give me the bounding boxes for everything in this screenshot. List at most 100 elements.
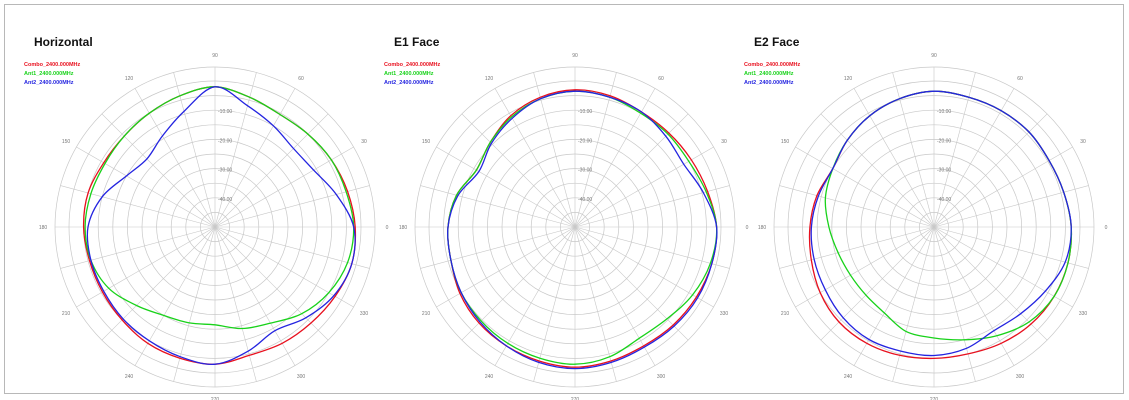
- angle-tick-label: 90: [212, 53, 218, 59]
- grid-spoke: [76, 226, 216, 308]
- grid-spoke: [214, 88, 296, 228]
- chart-title: Horizontal: [34, 35, 93, 49]
- angle-tick-label: 330: [360, 311, 369, 317]
- angle-tick-label: 330: [720, 311, 729, 317]
- grid-spoke: [853, 226, 935, 366]
- angle-tick-label: 30: [721, 139, 727, 145]
- angle-tick-label: 0: [746, 225, 749, 231]
- polar-chart-3: E2 Face Combo_2400.000MHz Ant1_2400.000MHz…: [744, 35, 1108, 400]
- grid-spoke: [933, 88, 1015, 228]
- angle-tick-label: 150: [781, 139, 790, 145]
- angle-tick-label: 300: [657, 374, 666, 380]
- radial-tick-label: -20.00: [218, 138, 232, 144]
- grid-spoke: [779, 185, 935, 228]
- grid-spoke: [420, 226, 576, 269]
- series-line: [808, 90, 1073, 360]
- angle-tick-label: 210: [781, 311, 790, 317]
- angle-tick-label: 180: [758, 225, 767, 231]
- grid-spoke: [173, 72, 216, 228]
- radial-tick-label: -10.00: [937, 109, 951, 115]
- grid-spoke: [214, 72, 257, 228]
- grid-spoke: [214, 226, 329, 341]
- grid-spoke: [574, 72, 617, 228]
- legend-entry: Ant2_2400.000MHz: [744, 80, 794, 86]
- grid-spoke: [795, 146, 935, 228]
- angle-tick-label: 300: [1016, 374, 1025, 380]
- angle-tick-label: 330: [1079, 311, 1088, 317]
- radial-tick-label: -30.00: [937, 168, 951, 174]
- grid-spoke: [173, 226, 216, 382]
- angle-tick-label: 270: [211, 397, 220, 400]
- grid-spoke: [436, 226, 576, 308]
- angle-tick-label: 210: [62, 311, 71, 317]
- radial-tick-label: -40.00: [218, 197, 232, 203]
- angle-tick-label: 120: [485, 76, 494, 82]
- radial-tick-label: -10.00: [218, 109, 232, 115]
- angle-tick-label: 150: [422, 139, 431, 145]
- grid-spoke: [574, 146, 714, 228]
- grid-spoke: [134, 226, 216, 366]
- angle-tick-label: 120: [125, 76, 134, 82]
- angle-tick-label: 210: [422, 311, 431, 317]
- grid-spoke: [933, 226, 1073, 308]
- angle-tick-label: 240: [844, 374, 853, 380]
- series-line: [84, 86, 355, 330]
- angle-tick-label: 30: [361, 139, 367, 145]
- angle-tick-label: 150: [62, 139, 71, 145]
- angle-tick-label: 270: [930, 397, 939, 400]
- grid-spoke: [933, 226, 976, 382]
- grid-spoke: [420, 185, 576, 228]
- grid-spoke: [933, 185, 1089, 228]
- grid-spoke: [820, 113, 935, 228]
- grid-spoke: [494, 88, 576, 228]
- angle-tick-label: 240: [125, 374, 134, 380]
- grid-spoke: [214, 226, 370, 269]
- grid-spoke: [933, 72, 976, 228]
- grid-spoke: [574, 226, 714, 308]
- grid-spoke: [214, 226, 354, 308]
- grid-spoke: [574, 226, 656, 366]
- grid-spoke: [933, 113, 1048, 228]
- legend-entry: Ant1_2400.000MHz: [384, 71, 434, 77]
- polar-chart-1: Horizontal Combo_2400.000MHz Ant1_2400.000…: [24, 35, 389, 400]
- grid-spoke: [461, 113, 576, 228]
- radial-tick-label: -20.00: [937, 138, 951, 144]
- grid-spoke: [60, 226, 216, 269]
- angle-tick-label: 240: [485, 374, 494, 380]
- angle-tick-label: 60: [298, 76, 304, 82]
- grid-spoke: [494, 226, 576, 366]
- angle-tick-label: 90: [572, 53, 578, 59]
- grid-spoke: [574, 226, 689, 341]
- angle-tick-label: 60: [658, 76, 664, 82]
- radial-tick-label: -40.00: [578, 197, 592, 203]
- grid-spoke: [101, 113, 216, 228]
- chart-title: E1 Face: [394, 35, 440, 49]
- grid-spoke: [214, 146, 354, 228]
- radial-tick-label: -20.00: [578, 138, 592, 144]
- grid-spoke: [933, 226, 1048, 341]
- series-line: [446, 90, 718, 370]
- legend-entry: Combo_2400.000MHz: [24, 62, 80, 68]
- grid-spoke: [853, 88, 935, 228]
- grid-spoke: [214, 226, 296, 366]
- grid-spoke: [820, 226, 935, 341]
- angle-tick-label: 300: [297, 374, 306, 380]
- angle-tick-label: 90: [931, 53, 937, 59]
- legend-entry: Ant2_2400.000MHz: [24, 80, 74, 86]
- legend-entry: Combo_2400.000MHz: [384, 62, 440, 68]
- grid-spoke: [214, 113, 329, 228]
- legend-entry: Combo_2400.000MHz: [744, 62, 800, 68]
- grid-spoke: [533, 226, 576, 382]
- angle-tick-label: 120: [844, 76, 853, 82]
- grid-spoke: [436, 146, 576, 228]
- polar-chart-2: E1 Face Combo_2400.000MHz Ant1_2400.000MHz…: [384, 35, 749, 400]
- angle-tick-label: 30: [1080, 139, 1086, 145]
- legend-entry: Ant1_2400.000MHz: [744, 71, 794, 77]
- grid-spoke: [933, 226, 1015, 366]
- angle-tick-label: 60: [1017, 76, 1023, 82]
- grid-spoke: [779, 226, 935, 269]
- grid-spoke: [214, 185, 370, 228]
- angle-tick-label: 0: [1105, 225, 1108, 231]
- angle-tick-label: 180: [399, 225, 408, 231]
